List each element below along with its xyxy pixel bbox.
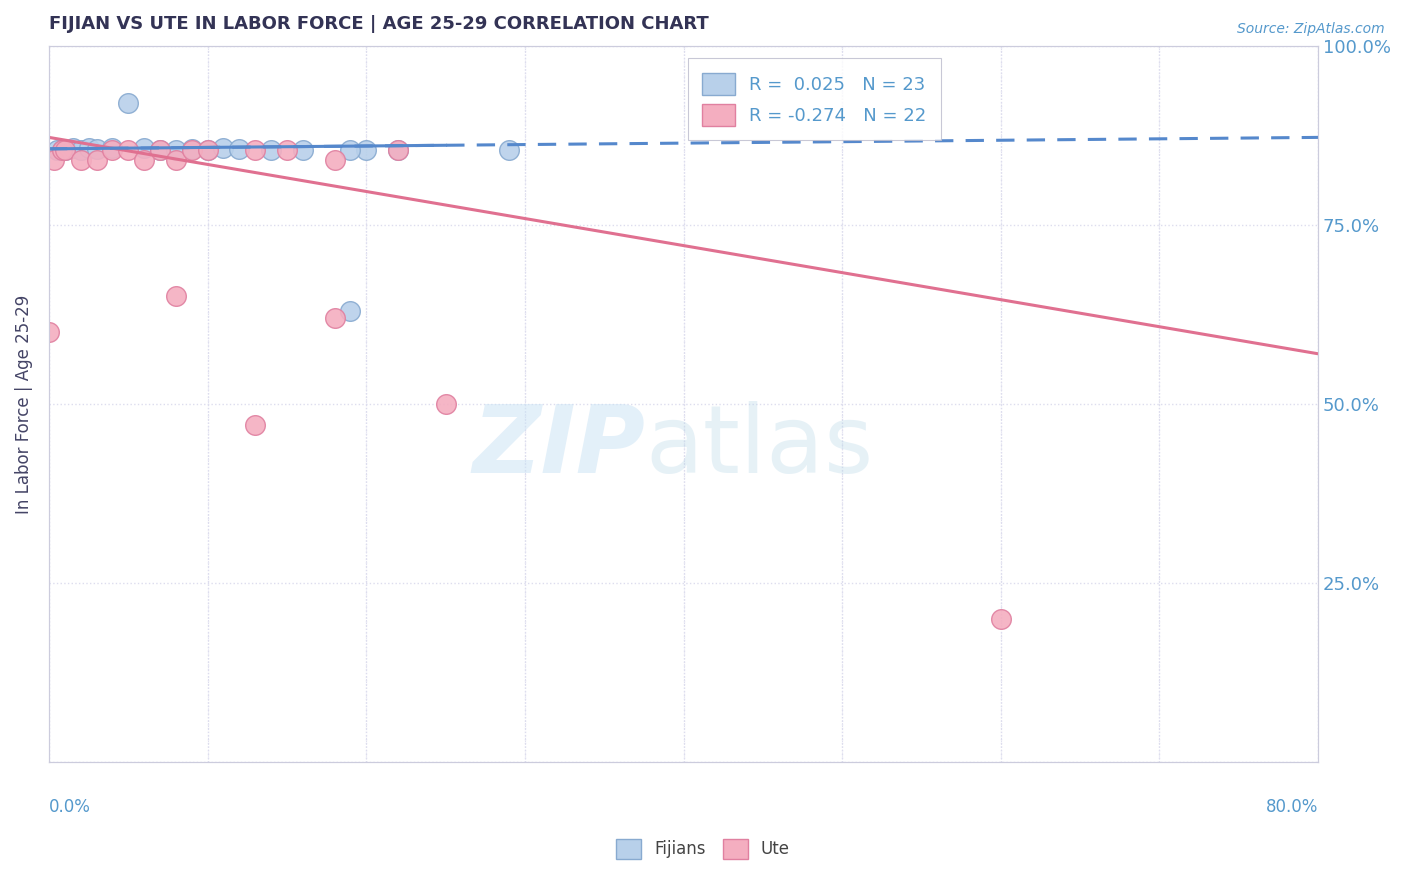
Text: FIJIAN VS UTE IN LABOR FORCE | AGE 25-29 CORRELATION CHART: FIJIAN VS UTE IN LABOR FORCE | AGE 25-29… xyxy=(49,15,709,33)
Point xyxy=(117,95,139,110)
Point xyxy=(165,289,187,303)
Point xyxy=(51,143,73,157)
Point xyxy=(69,143,91,157)
Text: 0.0%: 0.0% xyxy=(49,798,91,816)
Point xyxy=(165,143,187,157)
Point xyxy=(51,143,73,157)
Point xyxy=(245,143,267,157)
Point xyxy=(356,143,378,157)
Legend: Fijians, Ute: Fijians, Ute xyxy=(609,832,797,866)
Point xyxy=(387,143,409,157)
Point xyxy=(134,141,156,155)
Point xyxy=(42,153,65,168)
Y-axis label: In Labor Force | Age 25-29: In Labor Force | Age 25-29 xyxy=(15,294,32,514)
Point xyxy=(101,143,124,157)
Text: Source: ZipAtlas.com: Source: ZipAtlas.com xyxy=(1237,22,1385,37)
Point xyxy=(101,141,124,155)
Point xyxy=(45,143,67,157)
Point xyxy=(339,303,361,318)
Legend: R =  0.025   N = 23, R = -0.274   N = 22: R = 0.025 N = 23, R = -0.274 N = 22 xyxy=(688,58,941,140)
Text: 80.0%: 80.0% xyxy=(1265,798,1319,816)
Point xyxy=(165,153,187,168)
Point xyxy=(434,397,457,411)
Point xyxy=(180,143,202,157)
Point xyxy=(86,142,108,156)
Point xyxy=(53,143,76,157)
Point xyxy=(197,143,219,157)
Point xyxy=(212,141,235,155)
Point xyxy=(323,153,346,168)
Text: atlas: atlas xyxy=(645,401,873,493)
Point xyxy=(117,143,139,157)
Point xyxy=(149,143,172,157)
Point xyxy=(180,142,202,156)
Point xyxy=(276,143,298,157)
Point xyxy=(134,153,156,168)
Point xyxy=(53,143,76,157)
Point xyxy=(260,143,283,157)
Point xyxy=(197,143,219,157)
Point xyxy=(62,141,84,155)
Point xyxy=(323,310,346,325)
Point xyxy=(245,418,267,433)
Point xyxy=(228,142,250,156)
Point xyxy=(77,141,100,155)
Point xyxy=(990,612,1012,626)
Point xyxy=(69,153,91,168)
Point xyxy=(149,143,172,157)
Point xyxy=(86,153,108,168)
Point xyxy=(38,326,60,340)
Point xyxy=(291,143,314,157)
Point xyxy=(339,143,361,157)
Point xyxy=(498,143,520,157)
Point xyxy=(387,143,409,157)
Text: ZIP: ZIP xyxy=(472,401,645,493)
